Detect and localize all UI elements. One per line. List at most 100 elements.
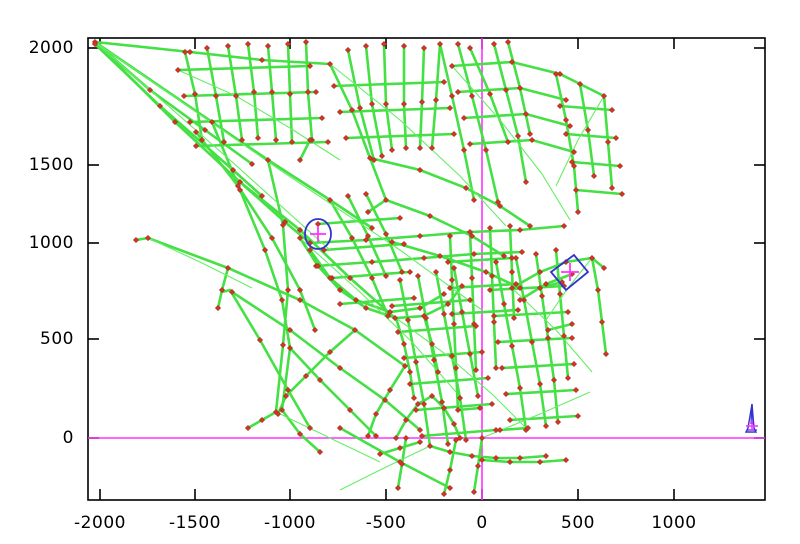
network-node-marker: [279, 341, 287, 349]
network-node-marker: [191, 90, 199, 98]
network-node-marker: [502, 390, 510, 398]
x-tick-label--1500: -1500: [169, 513, 221, 533]
network-node-marker: [370, 156, 378, 164]
network-node-marker: [566, 122, 574, 130]
network-node-marker: [250, 88, 258, 96]
network-node-marker: [554, 418, 562, 426]
network-node-marker: [264, 42, 272, 50]
network-node-marker: [326, 60, 334, 68]
network-node-marker: [146, 86, 154, 94]
network-node-marker: [542, 280, 550, 288]
network-node-marker: [492, 454, 500, 462]
network-node-marker: [406, 268, 414, 276]
network-node-marker: [368, 258, 376, 266]
network-node-marker: [342, 134, 350, 142]
network-node-marker: [478, 348, 486, 356]
network-node-marker: [440, 404, 448, 412]
network-node-marker: [384, 312, 392, 320]
network-node-marker: [536, 458, 544, 466]
y-tick-label-0: 0: [62, 428, 74, 448]
network-node-marker: [528, 338, 536, 346]
network-node-marker: [536, 284, 544, 292]
network-node-marker: [520, 296, 528, 304]
network-node-marker: [462, 436, 470, 444]
x-tick-label-500: 500: [561, 513, 595, 533]
network-node-marker: [400, 240, 408, 248]
network-node-marker: [416, 144, 424, 152]
network-node-marker: [348, 106, 356, 114]
x-tick-label--500: -500: [365, 513, 407, 533]
annotation-diamond[interactable]: [549, 253, 590, 292]
network-node-marker: [400, 340, 408, 348]
network-node-marker: [568, 158, 576, 166]
network-node-marker: [432, 96, 440, 104]
network-node-marker: [382, 100, 390, 108]
network-node-marker: [516, 284, 524, 292]
network-node-marker: [312, 88, 320, 96]
network-node-marker: [538, 292, 546, 300]
network-node-marker: [388, 238, 396, 246]
network-node-marker: [508, 58, 516, 66]
network-node-marker: [486, 224, 494, 232]
network-node-marker: [432, 268, 440, 276]
network-node-marker: [376, 450, 384, 458]
network-node-marker: [296, 430, 304, 438]
network-node-marker: [278, 406, 286, 414]
network-node-marker: [410, 394, 418, 402]
network-node-marker: [402, 144, 410, 152]
network-node-marker: [500, 252, 508, 260]
network-node-marker: [192, 128, 200, 136]
network-node-marker: [396, 444, 404, 452]
y-tick-label-2000: 2000: [28, 38, 74, 58]
network-node-marker: [598, 318, 606, 326]
network-node-marker: [372, 410, 380, 418]
network-node-marker: [388, 146, 396, 154]
network-node-marker: [336, 424, 344, 432]
network-node-marker: [542, 422, 550, 430]
network-node-marker: [474, 462, 482, 470]
network-node-marker: [388, 302, 396, 310]
network-node-marker: [468, 232, 476, 240]
network-node-marker: [458, 308, 466, 316]
network-node-marker: [364, 432, 372, 440]
network-node-marker: [440, 290, 448, 298]
network-node-marker: [286, 90, 294, 98]
network-node-marker: [514, 132, 522, 140]
network-node-marker: [372, 432, 380, 440]
network-node-marker: [381, 396, 389, 404]
network-node-marker: [224, 42, 232, 50]
network-node-marker: [508, 284, 516, 292]
network-node-marker: [414, 400, 422, 408]
network-node-marker: [506, 458, 514, 466]
network-node-marker: [214, 304, 222, 312]
network-node-marker: [352, 296, 360, 304]
network-node-marker: [522, 178, 530, 186]
network-node-marker: [404, 316, 412, 324]
network-node-marker: [258, 56, 266, 64]
network-node-marker: [382, 230, 390, 238]
network-node-marker: [229, 166, 237, 174]
annotation-tower[interactable]: [744, 403, 758, 433]
network-node-marker: [524, 424, 532, 432]
network-node-marker: [616, 162, 624, 170]
network-node-marker: [556, 290, 564, 298]
annotation-ellipse[interactable]: [304, 218, 332, 250]
network-node-marker: [248, 160, 256, 168]
network-node-marker: [516, 226, 524, 234]
network-node-marker: [470, 196, 478, 204]
y-tick-label-1000: 1000: [28, 233, 74, 253]
network-node-marker: [362, 42, 370, 50]
network-node-marker: [402, 416, 410, 424]
network-node-marker: [468, 92, 476, 100]
network-node-marker: [460, 114, 468, 122]
network-node-marker: [254, 134, 262, 142]
network-node-marker: [516, 454, 524, 462]
network-node-marker: [572, 186, 580, 194]
network-node-marker: [428, 340, 436, 348]
network-node-marker: [486, 286, 494, 294]
network-node-marker: [504, 38, 512, 46]
network-node-marker: [91, 40, 99, 48]
network-node-marker: [472, 366, 480, 374]
network-node-marker: [436, 252, 444, 260]
network-node-marker: [612, 134, 620, 142]
